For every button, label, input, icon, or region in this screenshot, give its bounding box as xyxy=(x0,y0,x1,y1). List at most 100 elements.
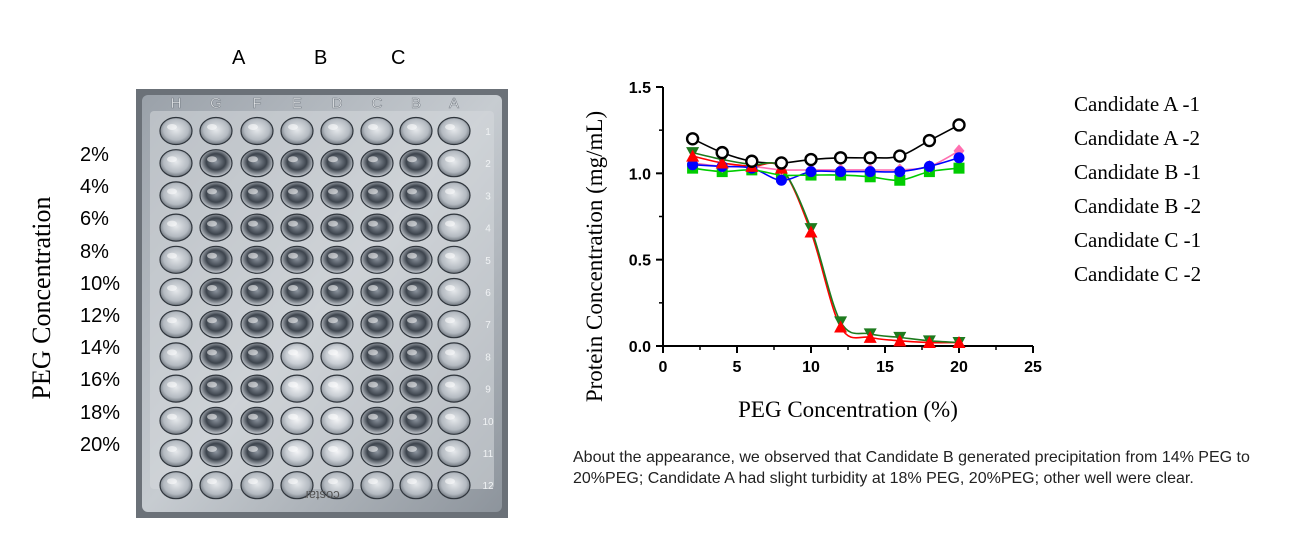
data-point xyxy=(685,132,700,146)
plate-well xyxy=(320,116,354,146)
plate-well xyxy=(320,471,354,500)
plate-well xyxy=(199,342,233,371)
plate-well xyxy=(437,438,471,468)
plate-well xyxy=(240,471,274,500)
plate-well xyxy=(159,149,193,178)
plate-well xyxy=(399,406,433,435)
plate-well xyxy=(360,406,394,435)
plate-well xyxy=(320,310,354,339)
plate-well xyxy=(199,471,233,500)
legend-entry: Candidate B -1 xyxy=(1074,160,1202,184)
plate-col-number: 5 xyxy=(485,256,491,267)
plate-col-number: 8 xyxy=(485,352,491,363)
plate-well xyxy=(159,213,193,242)
plate-well xyxy=(399,374,433,403)
data-point xyxy=(804,225,818,238)
plate-well xyxy=(360,181,394,210)
plate-well xyxy=(437,310,471,339)
photo-ylabel: PEG Concentration xyxy=(27,196,56,400)
data-markers xyxy=(685,118,966,350)
x-tick-label: 10 xyxy=(802,359,820,376)
data-point xyxy=(745,154,759,168)
y-tick-label: 0.5 xyxy=(629,253,651,270)
fit-curve xyxy=(692,157,960,182)
fit-curve xyxy=(692,155,960,344)
plate-well xyxy=(437,471,471,500)
plate-well xyxy=(240,245,274,274)
y-axis-label: Protein Concentration (mg/mL) xyxy=(582,111,607,402)
row-label: 4% xyxy=(80,176,109,199)
data-point xyxy=(775,174,787,186)
plate-well xyxy=(199,116,233,146)
plate-well xyxy=(399,277,433,307)
plate-well xyxy=(280,406,314,435)
plate-well xyxy=(280,438,314,468)
plate-col-number: 12 xyxy=(482,481,494,492)
plate-well xyxy=(240,406,274,435)
plate-well xyxy=(280,149,314,178)
plate-well xyxy=(320,406,354,435)
plate-row-letter: G xyxy=(210,95,222,112)
data-point xyxy=(864,166,876,178)
fit-curves xyxy=(692,124,960,344)
plate-well xyxy=(280,116,314,146)
data-point xyxy=(952,336,966,349)
plate-col-number: 11 xyxy=(483,449,494,460)
plate-col-number: 6 xyxy=(485,288,491,299)
plate-col-number: 9 xyxy=(485,385,491,396)
plate-well xyxy=(199,277,233,307)
plate-well xyxy=(360,310,394,339)
plate-well xyxy=(320,277,354,307)
plate-well xyxy=(199,438,233,468)
x-tick-label: 20 xyxy=(950,359,968,376)
legend-entry: Candidate A -1 xyxy=(1074,92,1200,116)
plate-well xyxy=(320,149,354,178)
data-point xyxy=(894,174,906,186)
plate-well xyxy=(199,181,233,210)
plate-well xyxy=(240,149,274,178)
data-point xyxy=(715,156,729,169)
plate-well xyxy=(399,181,433,210)
plate-well xyxy=(360,438,394,468)
fit-curve xyxy=(692,151,960,344)
plate-row-letter: F xyxy=(252,95,261,112)
x-axis-label: PEG Concentration (%) xyxy=(738,397,958,422)
plate-col-number: 7 xyxy=(485,320,491,331)
plate-well xyxy=(399,213,433,242)
plate-well xyxy=(199,374,233,403)
plate-brand-text: costar xyxy=(304,488,340,503)
data-point xyxy=(953,162,965,174)
plate-well xyxy=(437,213,471,242)
data-point xyxy=(952,118,966,132)
plate-well xyxy=(240,277,274,307)
chart-axes: 0 5 10 15 20 25 0.0 0.5 1.0 1.5 xyxy=(629,80,1042,376)
row-label: 12% xyxy=(80,305,121,327)
data-point xyxy=(893,149,907,163)
legend-entry: Candidate C -1 xyxy=(1074,228,1202,252)
x-tick-label: 25 xyxy=(1024,359,1042,376)
data-point xyxy=(863,330,877,343)
plate-well xyxy=(240,374,274,403)
plate-well xyxy=(159,374,193,403)
legend-entry: Candidate A -2 xyxy=(1074,126,1200,150)
data-point xyxy=(686,149,700,162)
plate-well xyxy=(360,213,394,242)
plate-row-letter: E xyxy=(292,95,302,112)
plate-well xyxy=(320,245,354,274)
plate-well xyxy=(320,342,354,371)
plate-col-number: 10 xyxy=(482,417,494,428)
plate-well xyxy=(437,342,471,371)
row-label: 14% xyxy=(80,337,121,360)
plate-well xyxy=(399,342,433,371)
plate-well xyxy=(320,438,354,468)
plate-well xyxy=(240,342,274,371)
plate-well xyxy=(399,471,433,500)
plate-well xyxy=(199,406,233,435)
fit-curve xyxy=(692,167,960,182)
row-label: 8% xyxy=(80,240,109,263)
legend-entry: Candidate B -2 xyxy=(1074,194,1202,218)
plate-well xyxy=(199,245,233,274)
plate-well xyxy=(159,342,193,371)
plate-well xyxy=(280,374,314,403)
